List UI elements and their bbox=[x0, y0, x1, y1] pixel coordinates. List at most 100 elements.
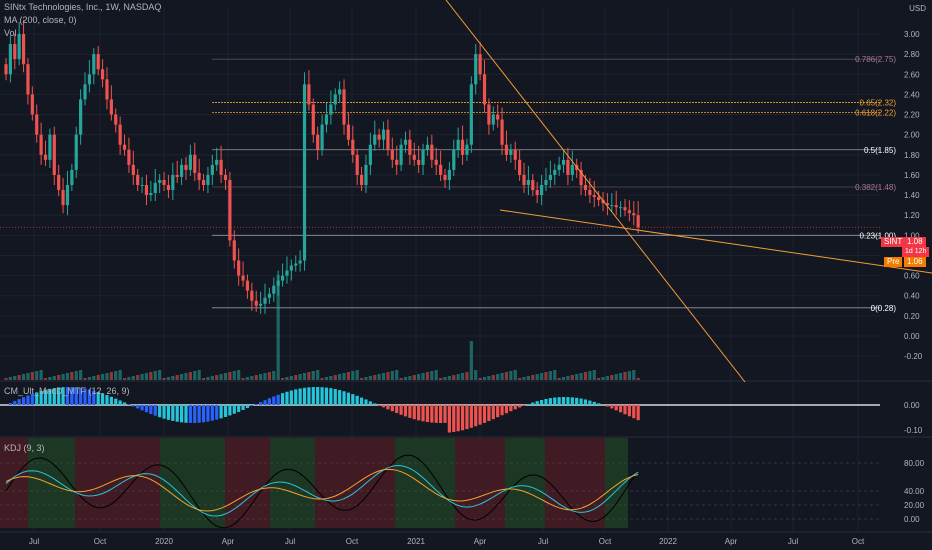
volume-bar bbox=[390, 371, 394, 380]
ticker-badge: SINT bbox=[881, 237, 906, 247]
macd-histogram-bar bbox=[210, 405, 214, 421]
y-tick-label: 2.40 bbox=[904, 90, 920, 99]
macd-histogram-bar bbox=[175, 405, 179, 422]
candle-body bbox=[465, 144, 469, 155]
fib-level-label: 0.65(2.32) bbox=[860, 98, 897, 107]
volume-bar bbox=[158, 370, 162, 380]
candle-body bbox=[166, 185, 171, 191]
macd-histogram-bar bbox=[215, 405, 219, 420]
volume-bar bbox=[105, 373, 109, 380]
volume-bar bbox=[460, 373, 465, 380]
macd-histogram-bar bbox=[570, 397, 574, 405]
kdj-background-band bbox=[225, 438, 270, 528]
macd-label: CM_Ult_MacD_MTF (12, 26, 9) bbox=[4, 386, 130, 396]
candle-body bbox=[298, 260, 302, 264]
volume-bar bbox=[109, 372, 113, 380]
candle-body bbox=[566, 159, 570, 175]
macd-histogram-bar bbox=[373, 403, 377, 405]
macd-histogram-bar bbox=[592, 401, 596, 405]
macd-histogram-bar bbox=[131, 405, 135, 407]
macd-histogram-bar bbox=[504, 405, 509, 414]
volume-bar bbox=[408, 376, 412, 380]
x-tick-label: 2020 bbox=[155, 537, 173, 546]
kdj-background-band bbox=[160, 438, 225, 528]
candle-body bbox=[13, 44, 17, 60]
macd-histogram-bar bbox=[465, 405, 469, 430]
volume-bar bbox=[193, 371, 197, 380]
macd-histogram-bar bbox=[557, 397, 561, 405]
volume-bar bbox=[342, 373, 346, 380]
candle-body bbox=[351, 139, 355, 155]
macd-histogram-bar bbox=[417, 405, 421, 421]
macd-histogram-bar bbox=[30, 393, 34, 405]
macd-histogram-bar bbox=[201, 405, 206, 423]
volume-bar bbox=[43, 378, 48, 380]
kdj-j-line bbox=[5, 454, 639, 529]
volume-bar bbox=[311, 371, 315, 380]
ma-indicator-label: MA (200, close, 0) bbox=[4, 15, 77, 25]
macd-histogram-bar bbox=[627, 405, 631, 417]
volume-bar bbox=[100, 374, 105, 380]
candle-body bbox=[149, 193, 153, 196]
macd-histogram-bar bbox=[614, 405, 618, 411]
fib-level-label: 0(0.28) bbox=[871, 304, 897, 313]
candle-body bbox=[522, 174, 526, 185]
candle-body bbox=[245, 280, 250, 291]
volume-bar bbox=[627, 371, 631, 380]
candle-body bbox=[460, 139, 465, 155]
volume-bar bbox=[228, 372, 232, 380]
candle-body bbox=[52, 134, 56, 175]
pre-label-badge: Pre bbox=[884, 257, 903, 267]
candle-body bbox=[557, 164, 561, 170]
volume-bar bbox=[294, 375, 298, 380]
candle-body bbox=[100, 69, 105, 80]
macd-histogram-bar bbox=[193, 405, 197, 423]
y-tick-label: -0.20 bbox=[904, 352, 923, 361]
candle-body bbox=[636, 215, 640, 228]
macd-histogram-bar bbox=[439, 405, 443, 423]
volume-bar bbox=[4, 378, 8, 380]
volume-bar bbox=[131, 376, 135, 380]
pre-value-badge: 1.06 bbox=[904, 257, 926, 267]
macd-histogram-bar bbox=[39, 391, 43, 405]
macd-histogram-bar bbox=[197, 405, 201, 423]
candle-body bbox=[320, 124, 324, 150]
candle-body bbox=[144, 185, 149, 196]
volume-bar bbox=[250, 376, 254, 380]
macd-histogram-bar bbox=[610, 405, 614, 409]
volume-bar bbox=[333, 375, 337, 380]
candle-body bbox=[232, 240, 236, 261]
macd-histogram-bar bbox=[623, 405, 627, 415]
x-tick-label: 2021 bbox=[407, 537, 425, 546]
x-tick-label: Jul bbox=[29, 537, 39, 546]
volume-bar bbox=[535, 374, 539, 380]
fib-level-label: 0.786(2.75) bbox=[855, 55, 896, 64]
candle-body bbox=[79, 99, 83, 135]
candle-body bbox=[346, 124, 351, 140]
volume-label: Vol bbox=[4, 28, 17, 38]
macd-histogram-bar bbox=[267, 398, 271, 405]
volume-bar bbox=[526, 376, 531, 380]
candle-body bbox=[417, 159, 421, 165]
macd-histogram-bar bbox=[403, 405, 408, 417]
macd-histogram-bar bbox=[355, 395, 359, 405]
candle-body bbox=[535, 190, 539, 196]
candle-body bbox=[632, 213, 636, 216]
macd-histogram-bar bbox=[166, 405, 171, 420]
volume-bar bbox=[35, 371, 39, 380]
macd-histogram-bar bbox=[316, 387, 320, 405]
macd-histogram-bar bbox=[127, 404, 131, 405]
volume-bar bbox=[619, 373, 623, 380]
candle-body bbox=[26, 64, 30, 95]
candle-body bbox=[311, 104, 315, 135]
macd-histogram-bar bbox=[254, 404, 258, 405]
candle-body bbox=[531, 179, 535, 191]
y-tick-label: 2.20 bbox=[904, 111, 920, 120]
candle-body bbox=[285, 270, 289, 276]
volume-bar bbox=[381, 373, 386, 380]
macd-histogram-bar bbox=[298, 388, 302, 405]
candle-body bbox=[316, 134, 320, 150]
volume-bar bbox=[601, 377, 605, 380]
kdj-background-band bbox=[605, 438, 628, 528]
